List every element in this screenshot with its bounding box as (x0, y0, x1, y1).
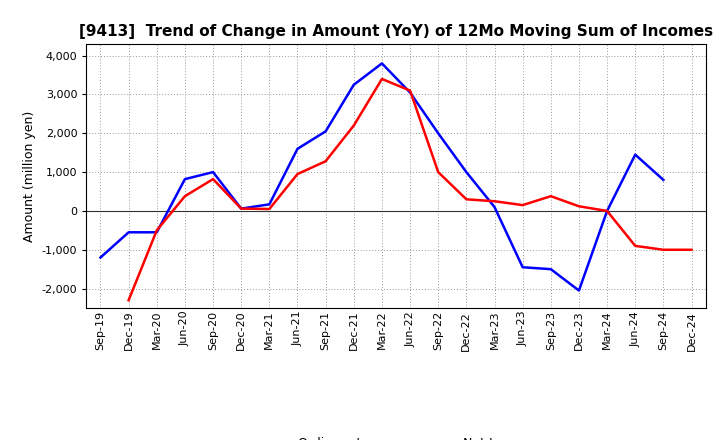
Title: [9413]  Trend of Change in Amount (YoY) of 12Mo Moving Sum of Incomes: [9413] Trend of Change in Amount (YoY) o… (79, 24, 713, 39)
Ordinary Income (377, 61, 386, 66)
Ordinary Income (575, 288, 583, 293)
Net Income (349, 123, 358, 128)
Ordinary Income (546, 267, 555, 272)
Ordinary Income (518, 264, 527, 270)
Net Income (687, 247, 696, 253)
Net Income (462, 197, 471, 202)
Ordinary Income (462, 169, 471, 175)
Net Income (377, 76, 386, 81)
Net Income (321, 158, 330, 164)
Legend: Ordinary Income, Net Income: Ordinary Income, Net Income (252, 432, 540, 440)
Net Income (406, 88, 415, 93)
Net Income (181, 194, 189, 199)
Ordinary Income (293, 146, 302, 151)
Net Income (209, 176, 217, 182)
Line: Net Income: Net Income (129, 79, 691, 300)
Ordinary Income (321, 129, 330, 134)
Ordinary Income (603, 208, 611, 213)
Net Income (603, 208, 611, 213)
Net Income (518, 202, 527, 208)
Ordinary Income (490, 205, 499, 210)
Net Income (490, 198, 499, 204)
Ordinary Income (96, 255, 105, 260)
Net Income (631, 243, 639, 249)
Net Income (434, 169, 443, 175)
Net Income (125, 297, 133, 303)
Net Income (265, 206, 274, 212)
Ordinary Income (209, 169, 217, 175)
Ordinary Income (659, 177, 667, 183)
Y-axis label: Amount (million yen): Amount (million yen) (23, 110, 36, 242)
Ordinary Income (125, 230, 133, 235)
Ordinary Income (237, 206, 246, 211)
Ordinary Income (406, 90, 415, 95)
Net Income (575, 204, 583, 209)
Net Income (659, 247, 667, 253)
Ordinary Income (434, 131, 443, 136)
Ordinary Income (349, 82, 358, 88)
Ordinary Income (153, 230, 161, 235)
Ordinary Income (265, 202, 274, 207)
Ordinary Income (181, 176, 189, 182)
Ordinary Income (631, 152, 639, 157)
Net Income (546, 194, 555, 199)
Net Income (153, 228, 161, 233)
Net Income (237, 206, 246, 211)
Net Income (293, 172, 302, 177)
Line: Ordinary Income: Ordinary Income (101, 63, 663, 290)
